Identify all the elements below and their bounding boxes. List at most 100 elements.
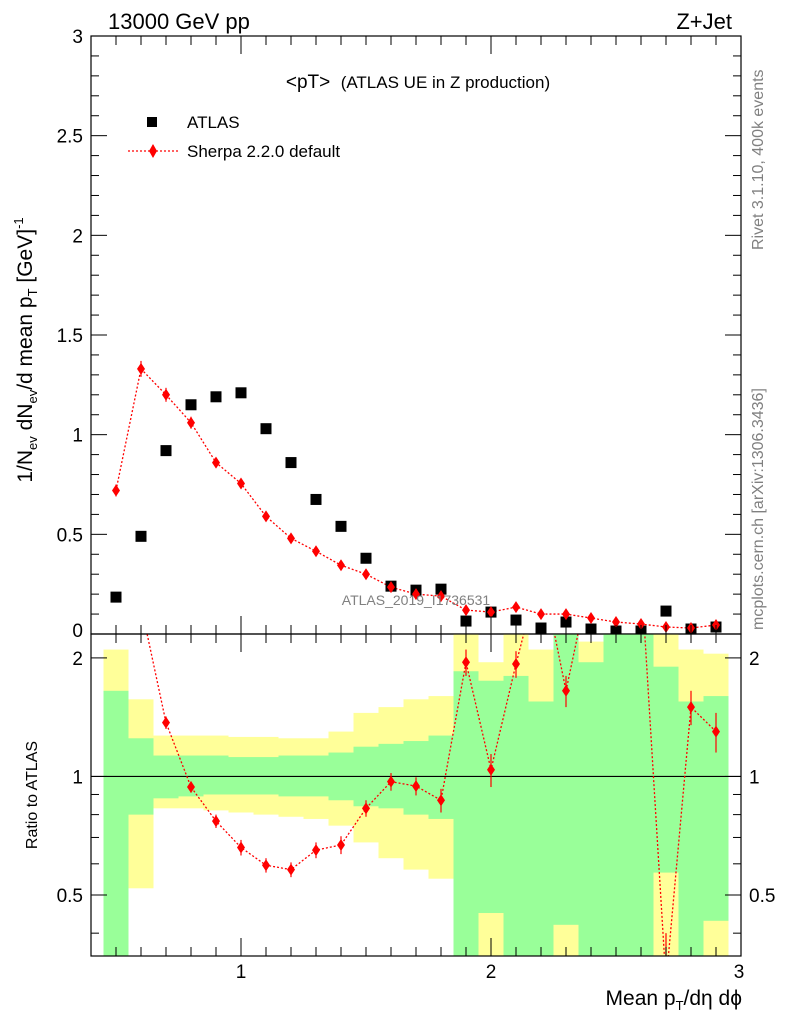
ratio-y-tick-label-right: 1 bbox=[749, 767, 760, 788]
stat-band bbox=[578, 662, 604, 956]
ratio-panel: 0.5 0.5 1 1 2 2 1 2 3 Ratio to ATLAS Mean pT/dη … bbox=[24, 633, 775, 1013]
atlas-point bbox=[260, 423, 272, 435]
stat-band bbox=[603, 634, 629, 956]
title-main: <pT> bbox=[286, 72, 330, 93]
stat-band bbox=[628, 634, 654, 956]
sherpa-point bbox=[412, 588, 420, 601]
ratio-point bbox=[212, 815, 220, 828]
y-tick-label: 1.5 bbox=[57, 326, 83, 347]
ratio-point bbox=[487, 763, 495, 776]
ratio-xlabel: Mean pT/dη dϕ bbox=[606, 987, 742, 1013]
ratio-point bbox=[262, 859, 270, 872]
ratio-point bbox=[712, 725, 720, 738]
atlas-point bbox=[285, 457, 297, 469]
sherpa-point bbox=[137, 362, 145, 375]
atlas-point bbox=[435, 583, 447, 595]
stat-band bbox=[478, 680, 504, 956]
sherpa-point bbox=[262, 510, 270, 523]
atlas-point bbox=[160, 445, 172, 457]
sherpa-point bbox=[237, 477, 245, 490]
sherpa-point bbox=[437, 590, 445, 603]
stat-band bbox=[103, 690, 129, 956]
sherpa-point bbox=[512, 601, 520, 614]
ratio-y-tick-label: 0.5 bbox=[57, 886, 83, 907]
ratio-y-tick-label-right: 0.5 bbox=[749, 886, 775, 907]
title-sub: (ATLAS UE in Z production) bbox=[341, 73, 550, 92]
stat-band bbox=[503, 675, 529, 956]
header-left: 13000 GeV pp bbox=[108, 9, 250, 34]
stat-band bbox=[203, 755, 229, 795]
ratio-y-tick-label: 1 bbox=[72, 767, 83, 788]
ratio-x-tick-label: 1 bbox=[236, 962, 247, 983]
stat-band bbox=[228, 757, 254, 795]
stat-band bbox=[528, 701, 554, 956]
y-tick-label: 1 bbox=[72, 426, 83, 447]
sherpa-point bbox=[487, 606, 495, 619]
ratio-point bbox=[512, 657, 520, 670]
main-ylabel: 1/Nev dNev/d mean pT [GeV]-1 bbox=[11, 217, 40, 482]
legend: ATLAS Sherpa 2.2.0 default bbox=[128, 113, 340, 161]
sherpa-point bbox=[562, 608, 570, 621]
ratio-point bbox=[187, 781, 195, 794]
atlas-point bbox=[460, 615, 472, 627]
y-tick-label: 3 bbox=[72, 27, 83, 48]
ratio-x-tick-label: 3 bbox=[734, 962, 745, 983]
y-tick-label: 0.5 bbox=[57, 525, 83, 546]
y-tick-label: 2.5 bbox=[57, 127, 83, 148]
stat-band bbox=[453, 671, 479, 956]
atlas-point bbox=[660, 605, 672, 617]
sherpa-point bbox=[112, 484, 120, 497]
ratio-point bbox=[362, 802, 370, 815]
ratio-point bbox=[337, 838, 345, 851]
y-tick-label: 0 bbox=[72, 621, 83, 642]
atlas-point bbox=[210, 391, 222, 403]
legend-sherpa-marker bbox=[149, 144, 157, 158]
atlas-point bbox=[335, 520, 347, 532]
header-right: Z+Jet bbox=[676, 9, 732, 34]
y-tick-label: 2 bbox=[72, 226, 83, 247]
sherpa-point bbox=[337, 559, 345, 572]
sherpa-point bbox=[387, 581, 395, 594]
ratio-point bbox=[287, 863, 295, 876]
plot-title: <pT> (ATLAS UE in Z production) bbox=[286, 72, 550, 93]
ratio-x-tick-label: 2 bbox=[486, 962, 497, 983]
watermark: ATLAS_2019_I1736531 bbox=[342, 592, 491, 608]
sherpa-point bbox=[187, 416, 195, 429]
sherpa-point bbox=[462, 604, 470, 617]
sherpa-point bbox=[612, 616, 620, 629]
ratio-point bbox=[312, 844, 320, 857]
sherpa-point bbox=[637, 618, 645, 631]
stat-band bbox=[253, 757, 279, 795]
atlas-point bbox=[135, 530, 147, 542]
legend-atlas-marker bbox=[147, 117, 157, 127]
sherpa-point bbox=[312, 545, 320, 558]
ratio-point bbox=[687, 701, 695, 714]
legend-atlas-label: ATLAS bbox=[187, 113, 240, 132]
sherpa-point bbox=[212, 456, 220, 469]
sherpa-point bbox=[362, 568, 370, 581]
stat-band bbox=[678, 701, 704, 956]
sherpa-point bbox=[162, 388, 170, 401]
ratio-point bbox=[237, 841, 245, 854]
mcplots-label: mcplots.cern.ch [arXiv:1306.3436] bbox=[750, 388, 767, 630]
ratio-y-tick-label-right: 2 bbox=[749, 649, 760, 670]
atlas-point bbox=[310, 493, 322, 505]
sherpa-point bbox=[587, 612, 595, 625]
ratio-y-tick-label: 2 bbox=[72, 649, 83, 670]
atlas-point bbox=[560, 616, 572, 628]
legend-sherpa-label: Sherpa 2.2.0 default bbox=[187, 142, 340, 161]
atlas-point bbox=[185, 399, 197, 411]
atlas-point bbox=[510, 614, 522, 626]
ratio-point bbox=[412, 780, 420, 793]
atlas-point bbox=[235, 387, 247, 399]
main-panel: 0 0.5 1 1.5 2 2.5 3 <pT> (ATLAS UE in Z produc… bbox=[11, 27, 742, 642]
ratio-point bbox=[162, 716, 170, 729]
ratio-ylabel: Ratio to ATLAS bbox=[24, 741, 41, 849]
ratio-point bbox=[562, 684, 570, 697]
ratio-point bbox=[437, 794, 445, 807]
atlas-point bbox=[360, 552, 372, 564]
sherpa-point bbox=[537, 608, 545, 621]
ratio-point bbox=[387, 775, 395, 788]
rivet-label: Rivet 3.1.10, 400k events bbox=[750, 69, 767, 250]
